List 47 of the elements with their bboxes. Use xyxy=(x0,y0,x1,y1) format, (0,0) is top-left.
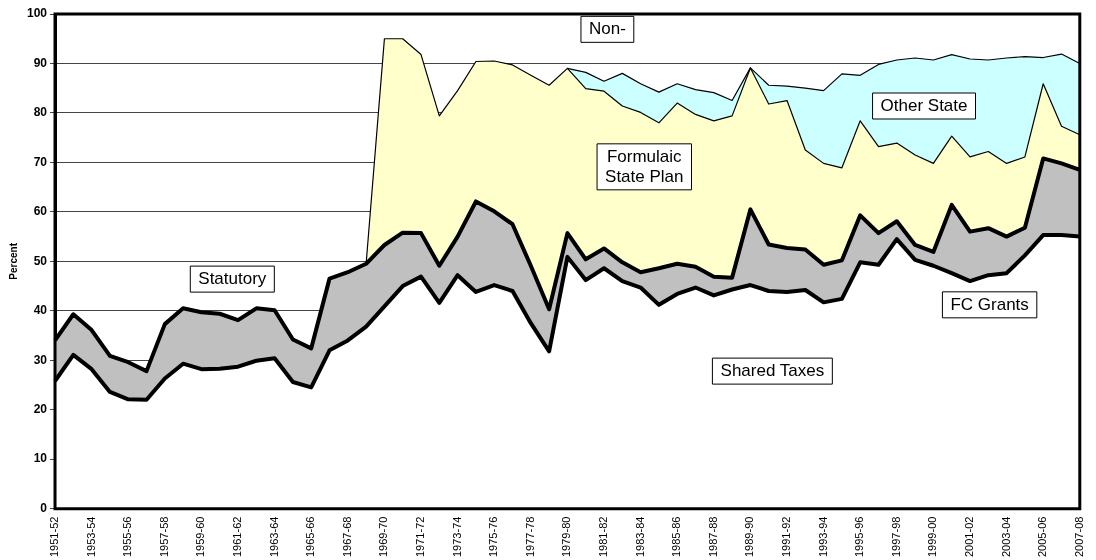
x-tick-label: 1983-84 xyxy=(633,516,646,558)
x-tick-label: 1951-52 xyxy=(48,516,61,558)
y-tick-label: 80 xyxy=(33,105,48,120)
annotation: Shared Taxes xyxy=(720,360,825,380)
x-tick-label: 2005-06 xyxy=(1036,516,1049,558)
x-tick-label: 1993-94 xyxy=(816,516,829,558)
y-tick-label: 40 xyxy=(33,303,48,318)
x-tick-label: 1997-98 xyxy=(889,516,902,558)
x-tick-label: 1955-56 xyxy=(121,516,134,558)
x-tick-label: 1965-66 xyxy=(304,516,317,558)
x-tick-label: 1969-70 xyxy=(377,516,390,558)
y-axis-title: Percent xyxy=(7,242,19,280)
x-tick-label: 1999-00 xyxy=(926,516,939,558)
x-tick-label: 1995-96 xyxy=(853,516,866,558)
y-tick-label: 70 xyxy=(33,154,48,169)
x-tick-label: 1973-74 xyxy=(450,516,463,558)
y-tick-label: 10 xyxy=(33,451,48,466)
x-tick-label: 1979-80 xyxy=(560,516,573,558)
x-tick-label: 2007-08 xyxy=(1072,516,1085,558)
y-tick-label: 100 xyxy=(26,6,48,21)
y-tick-label: 30 xyxy=(33,352,48,367)
x-tick-label: 1961-62 xyxy=(231,516,244,558)
annotation: Non- xyxy=(588,19,626,39)
x-tick-label: 1977-78 xyxy=(523,516,536,558)
x-tick-label: 1953-54 xyxy=(84,516,97,558)
y-tick-label: 50 xyxy=(33,253,48,268)
x-tick-label: 1981-82 xyxy=(597,516,610,558)
y-tick-label: 20 xyxy=(33,402,48,417)
y-tick-label: 60 xyxy=(33,204,48,219)
annotation: Other State xyxy=(880,95,968,115)
x-tick-label: 2001-02 xyxy=(963,516,976,558)
x-tick-label: 1991-92 xyxy=(780,516,793,558)
y-tick-label: 90 xyxy=(33,55,48,70)
x-tick-label: 1967-68 xyxy=(340,516,353,558)
x-tick-label: 2003-04 xyxy=(999,516,1012,558)
x-tick-label: 1987-88 xyxy=(706,516,719,558)
x-tick-label: 1963-64 xyxy=(267,516,280,558)
x-tick-label: 1975-76 xyxy=(487,516,500,558)
y-tick-label: 0 xyxy=(40,500,48,515)
x-tick-label: 1957-58 xyxy=(157,516,170,558)
x-tick-label: 1971-72 xyxy=(414,516,427,558)
x-tick-label: 1959-60 xyxy=(194,516,207,558)
x-tick-label: 1985-86 xyxy=(670,516,683,558)
annotation: FC Grants xyxy=(950,294,1029,314)
x-tick-label: 1989-90 xyxy=(743,516,756,558)
annotation: Statutory xyxy=(198,268,267,288)
annotation: Formulaic State Plan xyxy=(605,146,684,186)
